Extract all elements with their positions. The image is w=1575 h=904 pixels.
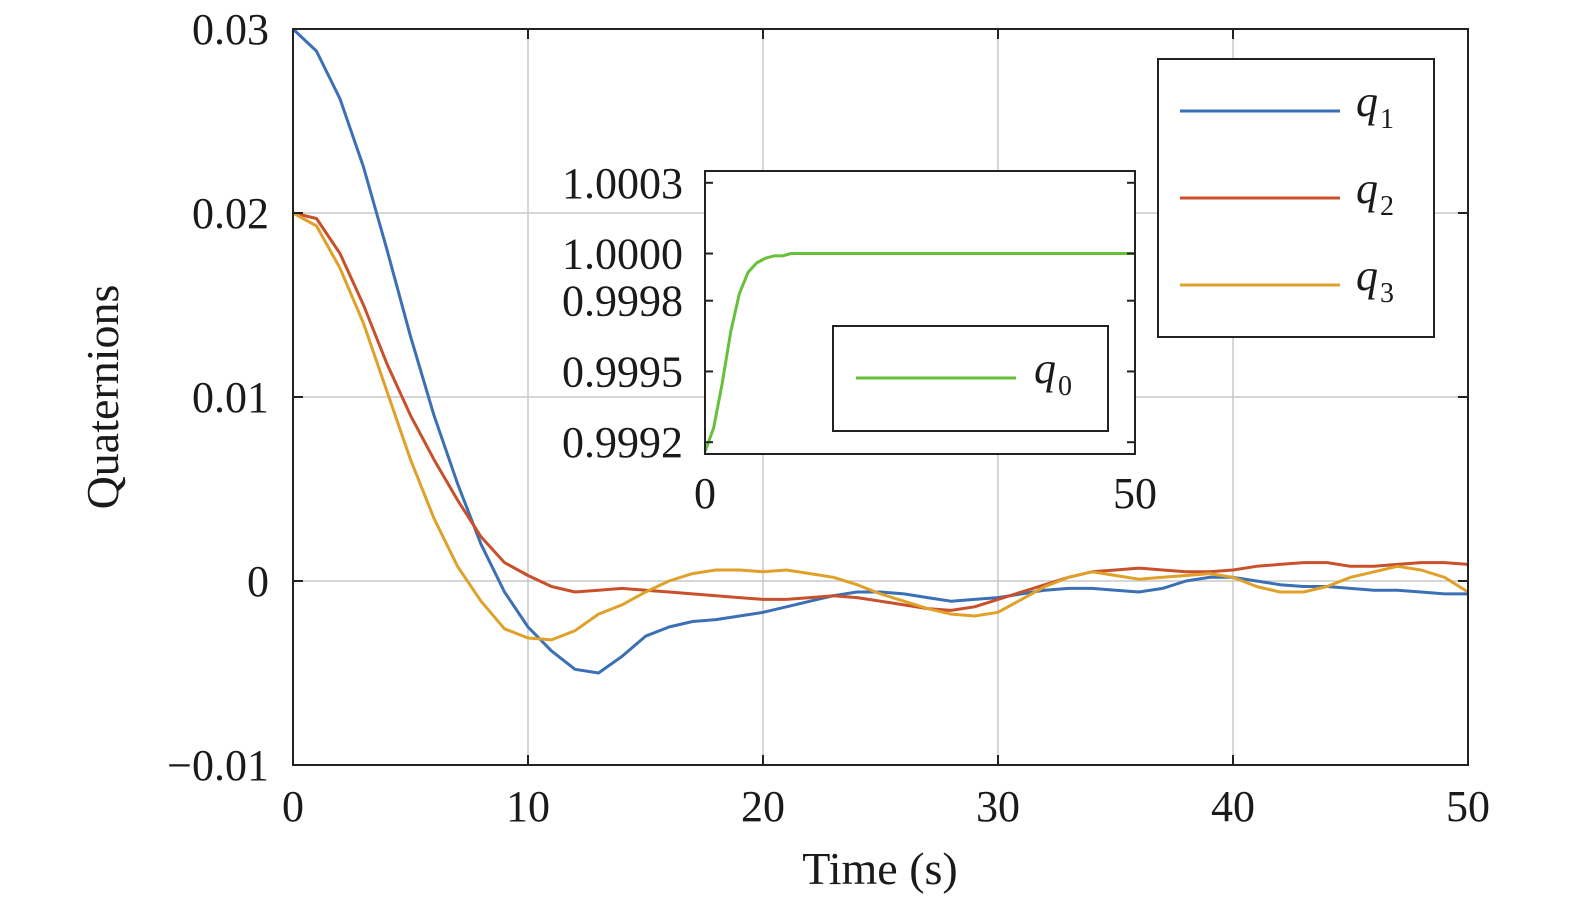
- y-tick-label: −0.01: [167, 741, 269, 790]
- inset-ticks: [705, 181, 1135, 444]
- inset-legend-label-q0: q0: [1034, 344, 1072, 402]
- legend-subscript: 3: [1380, 278, 1394, 309]
- y-tick-label: 0.02: [192, 189, 269, 238]
- inset-series: [703, 252, 1135, 453]
- x-tick-label: 40: [1211, 782, 1255, 831]
- inset-x-tick-label: 50: [1113, 469, 1157, 518]
- x-axis-label: Time (s): [802, 843, 958, 894]
- series-line-q1: [291, 27, 1468, 675]
- main-series: [291, 27, 1469, 675]
- series-line-q3: [292, 211, 1469, 642]
- inset-x-tick-labels: 0 50: [694, 469, 1157, 518]
- x-tick-label: 30: [976, 782, 1020, 831]
- legend-subscript: 2: [1380, 191, 1394, 222]
- main-y-tick-labels: −0.01 0 0.01 0.02 0.03: [167, 5, 269, 790]
- x-tick-label: 0: [282, 782, 304, 831]
- y-axis-label: Quaternions: [77, 285, 128, 510]
- inset-legend: q0: [832, 325, 1109, 432]
- inset-y-tick-label: 0.9995: [562, 347, 683, 396]
- legend-subscript: 1: [1380, 104, 1394, 135]
- inset-plot-frame: [704, 170, 1136, 455]
- inset-x-tick-label: 0: [694, 469, 716, 518]
- x-tick-label: 10: [506, 782, 550, 831]
- legend-subscript: 0: [1058, 371, 1072, 402]
- inset-y-tick-label: 0.9992: [562, 418, 683, 467]
- y-tick-label: 0.03: [192, 5, 269, 54]
- main-x-tick-labels: 0 10 20 30 40 50: [282, 782, 1490, 831]
- inset-series-line-q0: [703, 252, 1135, 453]
- x-tick-label: 20: [741, 782, 785, 831]
- inset-y-tick-label: 1.0000: [562, 230, 683, 279]
- series-line-q2: [292, 211, 1469, 612]
- inset-y-tick-label: 1.0003: [562, 159, 683, 208]
- y-tick-label: 0: [247, 557, 269, 606]
- y-tick-label: 0.01: [192, 373, 269, 422]
- main-ticks: [292, 28, 1469, 766]
- inset-y-tick-label: 0.9998: [562, 277, 683, 326]
- x-tick-label: 50: [1446, 782, 1490, 831]
